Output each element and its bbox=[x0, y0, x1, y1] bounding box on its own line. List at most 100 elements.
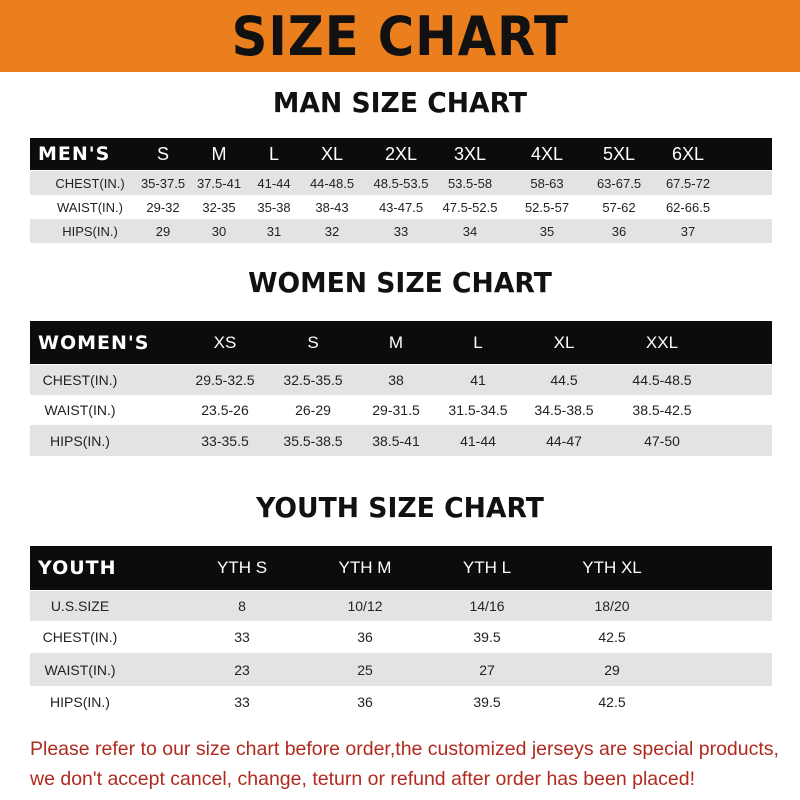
size-value: 10/12 bbox=[347, 598, 383, 614]
table-row: WAIST(IN.) 29-32 32-35 35-38 38-43 43-47.5 47.… bbox=[30, 195, 772, 219]
size-value: 35 bbox=[539, 223, 555, 239]
row-label: WAIST(IN.) bbox=[44, 661, 116, 678]
table-header: YOUTH YTH S YTH M YTH L YTH XL bbox=[30, 546, 772, 590]
row-label: CHEST(IN.) bbox=[42, 372, 118, 388]
size-value: 47.5-52.5 bbox=[442, 199, 498, 215]
size-header: 2XL bbox=[384, 143, 418, 164]
size-value: 67.5-72 bbox=[665, 175, 711, 191]
row-label: WAIST(IN.) bbox=[57, 199, 123, 215]
table-row: HIPS(IN.) 33-35.5 35.5-38.5 38.5-41 41-44 44-… bbox=[30, 425, 772, 456]
size-value: 34 bbox=[462, 223, 478, 239]
size-value: 48.5-53.5 bbox=[373, 175, 429, 191]
table-row: U.S.SIZE 8 10/12 14/16 18/20 bbox=[30, 591, 772, 621]
size-value: 41-44 bbox=[257, 175, 291, 191]
disclaimer-line-1: Please refer to our size chart before or… bbox=[30, 738, 779, 760]
size-value: 42.5 bbox=[598, 629, 626, 645]
size-value: 30 bbox=[211, 223, 227, 239]
banner: SIZE CHART bbox=[0, 0, 800, 72]
size-header: YTH S bbox=[216, 558, 268, 577]
size-value: 52.5-57 bbox=[524, 199, 570, 215]
size-value: 29 bbox=[604, 661, 620, 678]
size-header: M bbox=[211, 143, 227, 164]
row-label: HIPS(IN.) bbox=[62, 223, 118, 239]
size-value: 35-37.5 bbox=[140, 175, 186, 191]
table-row: WAIST(IN.) 23 25 27 29 bbox=[30, 653, 772, 686]
size-value: 58-63 bbox=[530, 175, 564, 191]
size-header: L bbox=[268, 143, 280, 164]
size-value: 36 bbox=[357, 694, 373, 710]
size-header: S bbox=[307, 332, 319, 352]
table-row: CHEST(IN.) 33 36 39.5 42.5 bbox=[30, 621, 772, 653]
size-value: 38-43 bbox=[315, 199, 349, 215]
table-row: CHEST(IN.) 35-37.5 37.5-41 41-44 44-48.5 48.5… bbox=[30, 171, 772, 195]
size-value: 23 bbox=[234, 661, 250, 678]
size-value: 44.5 bbox=[550, 372, 578, 388]
size-value: 31 bbox=[266, 223, 282, 239]
size-value: 33 bbox=[234, 629, 250, 645]
header-label: MEN'S bbox=[38, 143, 111, 165]
size-value: 38.5-41 bbox=[372, 432, 420, 449]
women-title: WOMEN SIZE CHART bbox=[248, 266, 552, 299]
size-value: 23.5-26 bbox=[201, 402, 249, 418]
size-value: 36 bbox=[611, 223, 627, 239]
size-value: 47-50 bbox=[644, 432, 680, 449]
size-header: XL bbox=[320, 143, 344, 164]
table-row: HIPS(IN.) 33 36 39.5 42.5 bbox=[30, 686, 772, 718]
men-title: MAN SIZE CHART bbox=[272, 86, 528, 119]
size-header: 4XL bbox=[530, 143, 564, 164]
size-value: 37 bbox=[680, 223, 696, 239]
size-value: 41 bbox=[470, 372, 486, 388]
row-label: WAIST(IN.) bbox=[44, 402, 116, 418]
size-value: 18/20 bbox=[594, 598, 630, 614]
disclaimer: Please refer to our size chart before or… bbox=[30, 734, 790, 794]
size-value: 43-47.5 bbox=[378, 199, 424, 215]
size-value: 31.5-34.5 bbox=[448, 402, 508, 418]
size-value: 36 bbox=[357, 629, 373, 645]
size-header: XXL bbox=[645, 332, 679, 352]
size-value: 53.5-58 bbox=[447, 175, 493, 191]
size-value: 32-35 bbox=[202, 199, 236, 215]
size-value: 35.5-38.5 bbox=[283, 432, 343, 449]
size-value: 33 bbox=[234, 694, 250, 710]
size-value: 14/16 bbox=[469, 598, 505, 614]
size-value: 41-44 bbox=[460, 432, 496, 449]
size-value: 37.5-41 bbox=[196, 175, 242, 191]
size-header: 6XL bbox=[671, 143, 705, 164]
size-value: 39.5 bbox=[473, 629, 501, 645]
size-value: 44-48.5 bbox=[309, 175, 355, 191]
youth-title: YOUTH SIZE CHART bbox=[256, 491, 544, 524]
size-value: 33-35.5 bbox=[201, 432, 249, 449]
size-value: 34.5-38.5 bbox=[534, 402, 594, 418]
header-label: WOMEN'S bbox=[38, 331, 150, 354]
row-label: U.S.SIZE bbox=[50, 598, 110, 614]
table-header: WOMEN'S XS S M L XL XXL bbox=[30, 321, 772, 364]
row-label: CHEST(IN.) bbox=[55, 175, 125, 191]
size-value: 44.5-48.5 bbox=[632, 372, 692, 388]
banner-title: SIZE CHART bbox=[231, 4, 569, 68]
size-header: 5XL bbox=[602, 143, 636, 164]
size-value: 35-38 bbox=[257, 199, 291, 215]
size-value: 57-62 bbox=[602, 199, 636, 215]
size-value: 42.5 bbox=[598, 694, 626, 710]
header-label: YOUTH bbox=[38, 557, 117, 579]
size-header: 3XL bbox=[453, 143, 487, 164]
table-row: HIPS(IN.) 29 30 31 32 33 34 35 36 37 bbox=[30, 219, 772, 243]
size-header: XL bbox=[553, 332, 575, 352]
size-value: 62-66.5 bbox=[665, 199, 711, 215]
size-value: 63-67.5 bbox=[596, 175, 642, 191]
size-value: 32 bbox=[324, 223, 340, 239]
size-value: 8 bbox=[238, 598, 246, 614]
row-label: CHEST(IN.) bbox=[42, 629, 118, 645]
size-header: YTH XL bbox=[582, 558, 642, 577]
size-value: 32.5-35.5 bbox=[283, 372, 343, 388]
size-header: S bbox=[156, 143, 170, 164]
size-header: M bbox=[388, 332, 404, 352]
size-value: 29-32 bbox=[146, 199, 180, 215]
size-value: 29 bbox=[155, 223, 171, 239]
size-value: 44-47 bbox=[546, 432, 582, 449]
row-label: HIPS(IN.) bbox=[50, 432, 110, 449]
size-header: XS bbox=[213, 332, 237, 352]
row-label: HIPS(IN.) bbox=[50, 694, 110, 710]
size-value: 29.5-32.5 bbox=[195, 372, 255, 388]
size-value: 27 bbox=[479, 661, 495, 678]
